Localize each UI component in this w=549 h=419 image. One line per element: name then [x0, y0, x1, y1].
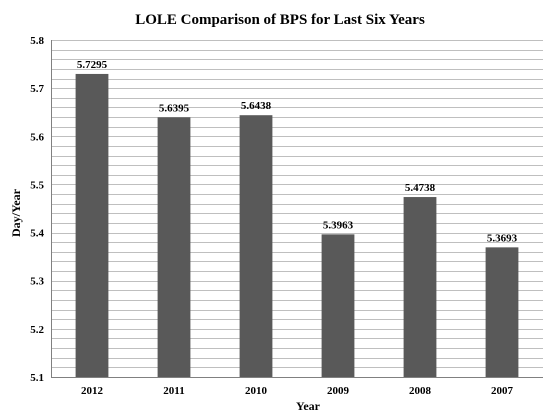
x-axis-title: Year [296, 399, 321, 413]
x-tick-labels: 2012 2011 2010 2009 2008 2007 [81, 385, 514, 397]
y-tick-labels: 5.1 5.2 5.3 5.4 5.5 5.6 5.7 5.8 [30, 35, 44, 384]
x-tick-label: 2007 [491, 385, 514, 397]
data-label: 5.3963 [323, 219, 354, 231]
bar [485, 247, 519, 377]
bars [75, 73, 519, 378]
data-labels: 5.7295 5.6395 5.6438 5.3963 5.4738 5.3693 [77, 59, 518, 244]
bar [157, 117, 191, 377]
y-tick-label: 5.5 [30, 179, 44, 191]
axes [51, 40, 543, 378]
y-tick-label: 5.3 [30, 276, 44, 288]
y-tick-label: 5.8 [30, 35, 44, 47]
x-tick-label: 2008 [409, 385, 432, 397]
y-tick-label: 5.6 [30, 131, 44, 143]
bar [403, 197, 437, 377]
x-tick-label: 2010 [245, 385, 268, 397]
data-label: 5.7295 [77, 59, 108, 71]
data-label: 5.4738 [405, 182, 436, 194]
bar [75, 73, 109, 378]
bar [321, 234, 355, 377]
x-tick-label: 2011 [163, 385, 184, 397]
y-tick-label: 5.7 [30, 83, 44, 95]
y-tick-label: 5.4 [30, 228, 44, 240]
gridlines [51, 40, 543, 368]
x-tick-label: 2009 [327, 385, 350, 397]
bar [239, 115, 273, 377]
data-label: 5.3693 [487, 232, 518, 244]
x-tick-label: 2012 [81, 385, 104, 397]
data-label: 5.6395 [159, 102, 190, 114]
chart-title: LOLE Comparison of BPS for Last Six Year… [135, 12, 425, 28]
y-axis-title: Day/Year [9, 188, 23, 237]
y-tick-label: 5.2 [30, 324, 44, 336]
data-label: 5.6438 [241, 100, 272, 112]
y-tick-label: 5.1 [30, 372, 44, 384]
